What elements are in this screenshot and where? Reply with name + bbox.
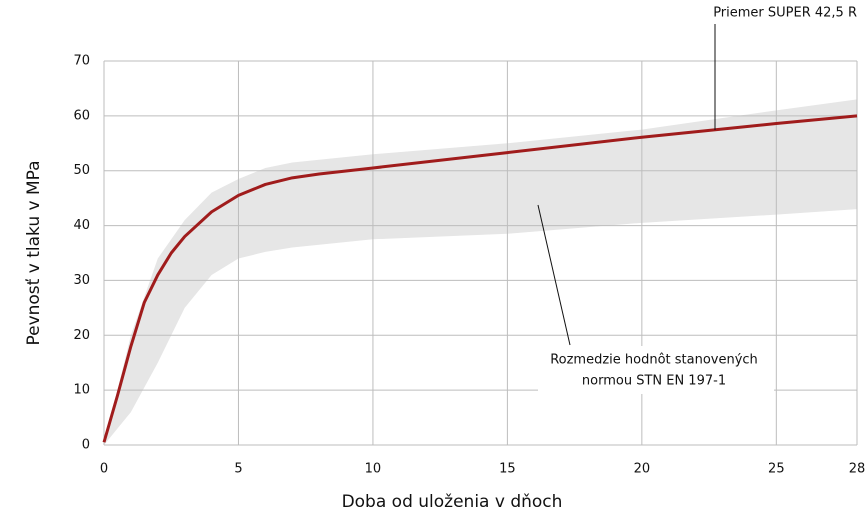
x-tick-label: 10 bbox=[365, 462, 382, 477]
annotation: Priemer SUPER 42,5 R bbox=[713, 6, 857, 21]
x-axis-label: Doba od uloženia v dňoch bbox=[342, 492, 563, 512]
range-band bbox=[104, 99, 857, 446]
y-tick-label: 50 bbox=[73, 163, 90, 178]
annotation-box bbox=[538, 346, 774, 394]
y-tick-label: 40 bbox=[73, 218, 90, 233]
x-tick-label: 15 bbox=[499, 462, 516, 477]
y-tick-label: 0 bbox=[82, 438, 90, 453]
y-tick-label: 60 bbox=[73, 108, 90, 123]
x-tick-label: 5 bbox=[234, 462, 242, 477]
annotation: normou STN EN 197-1 bbox=[582, 374, 726, 389]
x-tick-label: 20 bbox=[634, 462, 651, 477]
leader-line bbox=[537, 204, 571, 346]
annotation: Rozmedzie hodnôt stanovených bbox=[550, 353, 758, 368]
x-tick-label: 28 bbox=[849, 462, 866, 477]
y-tick-label: 10 bbox=[73, 383, 90, 398]
y-tick-label: 30 bbox=[73, 273, 90, 288]
x-tick-label: 25 bbox=[768, 462, 785, 477]
strength-line bbox=[102, 114, 858, 443]
y-axis-label: Pevnosť v tlaku v MPa bbox=[24, 160, 44, 345]
x-tick-label: 0 bbox=[100, 462, 108, 477]
y-tick-label: 20 bbox=[73, 328, 90, 343]
y-tick-label: 70 bbox=[73, 54, 90, 69]
